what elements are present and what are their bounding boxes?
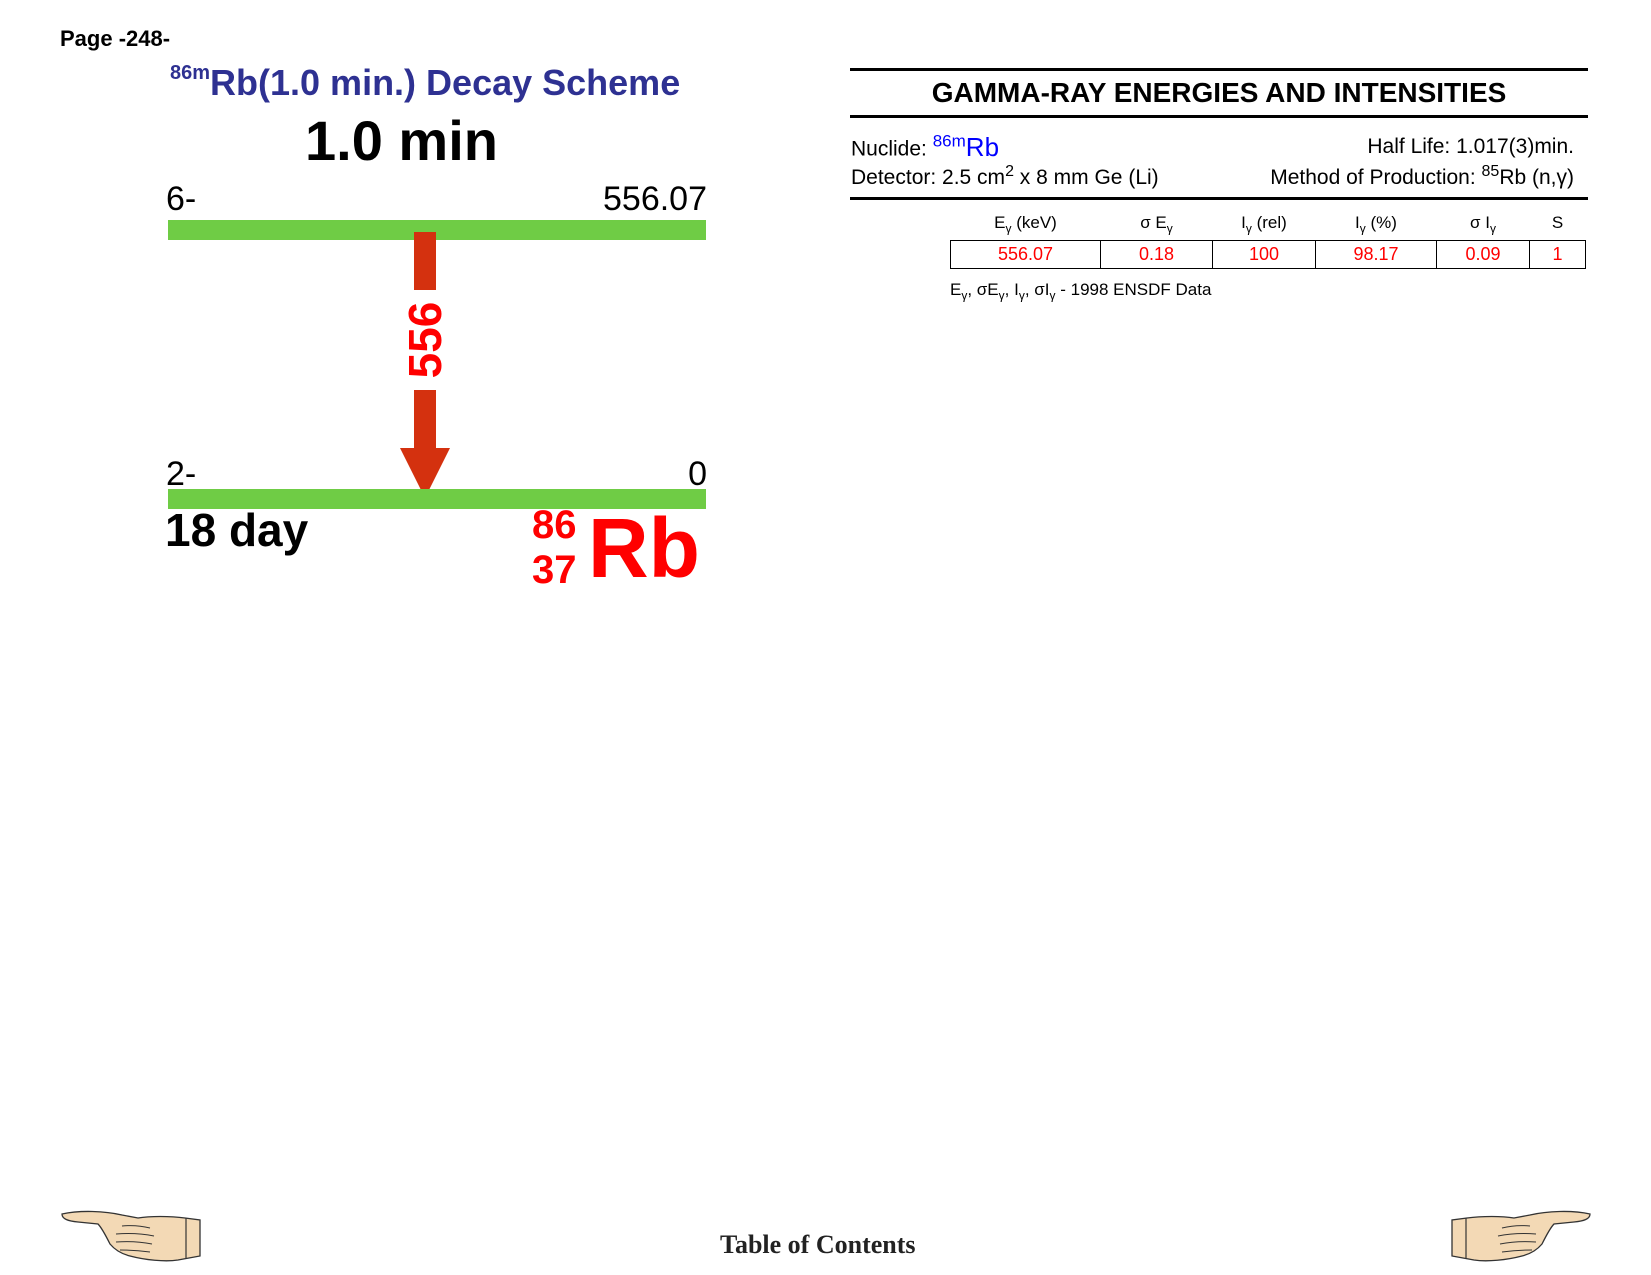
table-row: 556.07 0.18 100 98.17 0.09 1 bbox=[950, 240, 1586, 269]
hand-pointing-left-icon bbox=[61, 1210, 201, 1262]
production-info: Method of Production: 85Rb (n,γ) bbox=[1270, 163, 1574, 190]
gamma-table-title: GAMMA-RAY ENERGIES AND INTENSITIES bbox=[931, 77, 1507, 108]
cell-intensity-pct: 98.17 bbox=[1315, 240, 1437, 269]
daughter-mass-number: 86 bbox=[532, 503, 577, 547]
gamma-ray-table: Eγ (keV) σ Eγ Iγ (rel) Iγ (%) σ Iγ S 556… bbox=[950, 208, 1586, 269]
title-mass-number: 86m bbox=[170, 62, 211, 84]
gamma-label-background bbox=[395, 290, 455, 390]
daughter-level-spin: 2- bbox=[166, 455, 197, 493]
source-note-text: 1998 ENSDF Data bbox=[1070, 280, 1212, 299]
table-header-rule bbox=[850, 197, 1588, 200]
table-title-rule bbox=[850, 115, 1588, 118]
detector-pre: Detector: 2.5 cm bbox=[851, 166, 1006, 189]
cell-intensity-uncertainty: 0.09 bbox=[1436, 240, 1530, 269]
hand-pointing-right-icon bbox=[1451, 1210, 1591, 1262]
daughter-level-energy: 0 bbox=[688, 455, 707, 493]
cell-energy-uncertainty: 0.18 bbox=[1100, 240, 1213, 269]
title-text: Rb(1.0 min.) Decay Scheme bbox=[210, 62, 681, 103]
column-header-energy: Eγ (keV) bbox=[994, 212, 1057, 236]
column-header-intensity-uncertainty: σ Iγ bbox=[1470, 212, 1496, 236]
previous-page-button[interactable] bbox=[60, 1208, 202, 1264]
page-number: Page -248- bbox=[60, 26, 171, 51]
nuclide-label: Nuclide: bbox=[851, 137, 927, 161]
column-header-energy-uncertainty: σ Eγ bbox=[1140, 212, 1173, 236]
daughter-half-life: 18 day bbox=[165, 504, 309, 556]
production-post: Rb (n,γ) bbox=[1499, 166, 1574, 189]
data-source-note: Eγ, σEγ, Iγ, σIγ - 1998 ENSDF Data bbox=[950, 280, 1212, 303]
parent-half-life: 1.0 min bbox=[305, 109, 498, 172]
table-of-contents-link[interactable]: Table of Contents bbox=[720, 1230, 916, 1259]
production-sup: 85 bbox=[1481, 163, 1500, 180]
nuclide-symbol: Rb bbox=[965, 131, 1000, 162]
parent-level-energy: 556.07 bbox=[603, 180, 707, 218]
decay-scheme-title: 86mRb(1.0 min.) Decay Scheme bbox=[170, 62, 680, 104]
half-life-info: Half Life: 1.017(3)min. bbox=[1367, 135, 1574, 158]
daughter-element-symbol: Rb bbox=[588, 501, 700, 595]
column-header-intensity-rel: Iγ (rel) bbox=[1241, 212, 1287, 236]
table-header-row: Eγ (keV) σ Eγ Iγ (rel) Iγ (%) σ Iγ S bbox=[951, 208, 1586, 241]
detector-sup: 2 bbox=[1005, 163, 1014, 180]
daughter-level-bar bbox=[168, 489, 706, 509]
detector-info: Detector: 2.5 cm2 x 8 mm Ge (Li) bbox=[851, 163, 1159, 190]
production-pre: Method of Production: bbox=[1270, 166, 1482, 189]
gamma-transition-label: 556 bbox=[399, 301, 451, 379]
parent-level-bar bbox=[168, 220, 706, 240]
table-top-rule bbox=[850, 68, 1588, 71]
column-header-s: S bbox=[1551, 212, 1564, 232]
next-page-button[interactable] bbox=[1450, 1208, 1592, 1264]
cell-energy: 556.07 bbox=[950, 240, 1101, 269]
cell-intensity-rel: 100 bbox=[1212, 240, 1316, 269]
detector-post: x 8 mm Ge (Li) bbox=[1013, 166, 1159, 189]
column-header-intensity-pct: Iγ (%) bbox=[1355, 212, 1397, 236]
daughter-atomic-number: 37 bbox=[532, 548, 577, 592]
nuclide-info: Nuclide: 86mRb bbox=[851, 131, 999, 163]
parent-level-spin: 6- bbox=[166, 180, 197, 218]
nuclide-value: 86mRb bbox=[932, 131, 1000, 162]
cell-s: 1 bbox=[1529, 240, 1586, 269]
nuclide-mass: 86m bbox=[932, 131, 966, 150]
